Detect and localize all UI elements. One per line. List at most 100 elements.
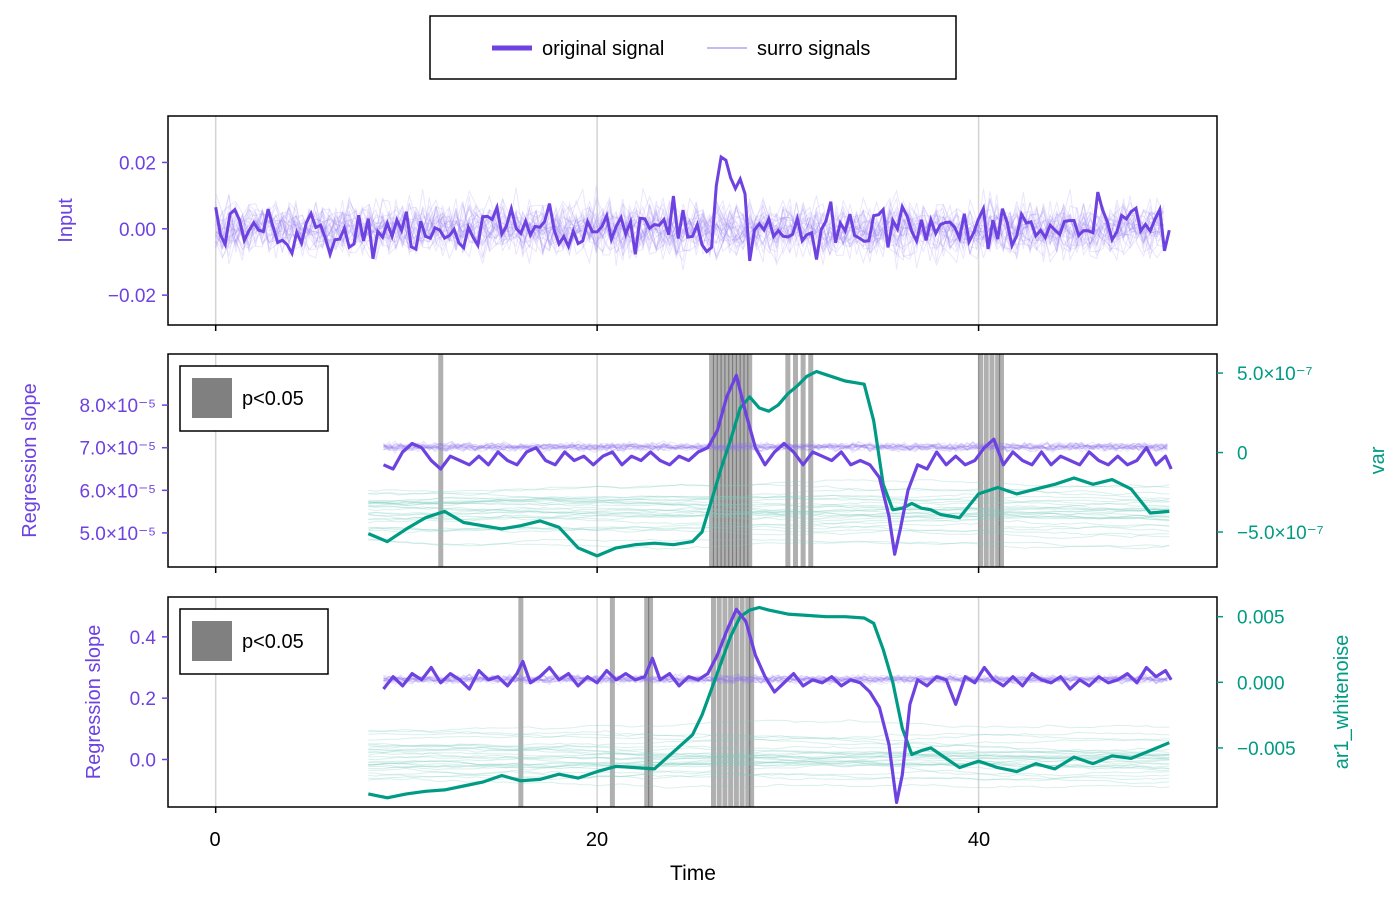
significance-band: [709, 354, 715, 567]
surro-ews-line: [368, 497, 1170, 512]
surro-ews-line: [368, 719, 1170, 733]
legend: original signal surro signals: [429, 15, 957, 80]
significance-band: [722, 597, 728, 807]
surro-ews-line: [368, 729, 1170, 746]
y-tick-label: 7.0×10⁻⁵: [79, 439, 156, 460]
significance-band: [785, 354, 791, 567]
y-axis-label: Input: [55, 198, 77, 243]
surro-slope-line: [383, 441, 1168, 453]
significance-band: [735, 354, 741, 567]
panel-ar1-whitenoise: p<0.05 0.4 0.2 0.0 Regression slope 0.005 0.00…: [83, 596, 1353, 813]
significance-band: [749, 597, 755, 807]
surro-ews-line: [368, 744, 1170, 753]
surro-ews-line: [368, 512, 1170, 522]
y2-axis-label: var: [1367, 446, 1389, 474]
surro-ews-line: [368, 759, 1170, 768]
surro-ews-line: [368, 744, 1170, 758]
surro-slope-line: [383, 672, 1168, 685]
significance-band: [983, 354, 989, 567]
x-tick-label-0: 0: [209, 829, 220, 851]
surro-ews-line: [368, 505, 1170, 516]
significance-band: [712, 354, 718, 567]
significance-band: [792, 354, 798, 567]
legend-original-label: original signal: [542, 38, 664, 60]
y-tick-label: 0.4: [130, 628, 157, 649]
y-axis-label: Regression slope: [19, 383, 41, 538]
surro-slope-line: [383, 673, 1168, 685]
regression-slope-line: [382, 607, 1173, 804]
surro-slope-line: [383, 441, 1168, 452]
y-tick-label: 6.0×10⁻⁵: [79, 481, 156, 502]
surro-ews-line: [368, 479, 1170, 493]
significance-band: [808, 354, 814, 567]
y-tick-label: −0.02: [108, 286, 156, 307]
surro-ews-line: [368, 538, 1170, 550]
significance-band: [728, 597, 734, 807]
significance-band: [644, 597, 650, 807]
original-signal-line: [214, 154, 1171, 262]
surro-ews-line: [368, 730, 1170, 742]
y-tick-label: 5.0×10⁻⁵: [79, 524, 156, 545]
significance-band: [716, 354, 722, 567]
significance-band: [518, 597, 524, 807]
surro-slope-line: [383, 440, 1168, 452]
y-tick-label: 8.0×10⁻⁵: [79, 396, 156, 417]
surro-slope-line: [383, 440, 1168, 453]
surro-slope-line: [383, 440, 1168, 453]
significance-legend: p<0.05: [179, 365, 329, 432]
surro-ews-line: [368, 777, 1170, 789]
significance-band: [728, 354, 734, 567]
surro-ews-line: [368, 772, 1170, 781]
y2-tick-label: −0.005: [1237, 739, 1296, 760]
axes-frame: [167, 353, 1218, 568]
surro-ews-line: [368, 506, 1170, 521]
surro-slope-line: [383, 441, 1168, 454]
surro-slope-line: [383, 440, 1168, 453]
surro-ews-line: [368, 507, 1170, 517]
y-tick-label: 0.2: [130, 689, 156, 710]
significance-band: [747, 354, 753, 567]
surro-ews-line: [368, 506, 1170, 521]
surro-ews-line: [368, 498, 1170, 522]
surro-ews-line: [368, 747, 1170, 759]
significance-band: [739, 354, 745, 567]
surro-line: [215, 201, 1165, 256]
significance-band: [609, 597, 615, 807]
surro-ews-line: [368, 526, 1170, 536]
surro-slope-line: [383, 441, 1168, 454]
surro-line: [215, 191, 1164, 267]
significance-legend-label: p<0.05: [242, 631, 304, 653]
surro-slope-line: [383, 673, 1168, 686]
x-tick-label-40: 40: [968, 829, 990, 851]
significance-band: [710, 597, 716, 807]
significance-legend-swatch: [192, 378, 232, 418]
significance-band: [733, 597, 739, 807]
regression-slope-line: [382, 373, 1173, 556]
surro-ews-line: [368, 749, 1170, 760]
surro-line: [215, 198, 1164, 256]
x-tick-label-20: 20: [586, 829, 608, 851]
surro-ews-line: [368, 756, 1170, 771]
surro-ews-line: [368, 508, 1170, 521]
surro-line: [215, 196, 1164, 261]
surro-line: [215, 200, 1165, 260]
significance-band: [716, 597, 722, 807]
surro-ews-line: [368, 751, 1170, 761]
surro-ews-line: [368, 751, 1170, 763]
surro-slope-line: [383, 441, 1168, 453]
significance-legend: p<0.05: [179, 608, 329, 675]
y-axis-label: Regression slope: [83, 625, 105, 780]
surro-ews-line: [368, 752, 1170, 766]
surro-ews-line: [368, 505, 1170, 519]
surro-ews-line: [368, 496, 1170, 512]
ews-series-line: [367, 605, 1170, 800]
significance-band: [438, 354, 444, 567]
surro-ews-line: [368, 517, 1170, 528]
surro-line: [215, 193, 1165, 259]
surro-line: [215, 196, 1165, 263]
surro-ews-line: [368, 483, 1170, 496]
surro-slope-line: [383, 440, 1168, 455]
panel-input: 0.02 0.00 −0.02 Input: [55, 115, 1218, 331]
surro-ews-line: [368, 500, 1170, 507]
